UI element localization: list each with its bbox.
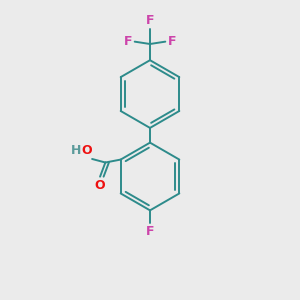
- Text: F: F: [168, 35, 176, 48]
- Text: F: F: [146, 14, 154, 27]
- Text: H: H: [70, 144, 81, 157]
- Text: O: O: [81, 144, 92, 157]
- Text: F: F: [124, 35, 132, 48]
- Text: O: O: [94, 179, 105, 192]
- Text: F: F: [146, 225, 154, 238]
